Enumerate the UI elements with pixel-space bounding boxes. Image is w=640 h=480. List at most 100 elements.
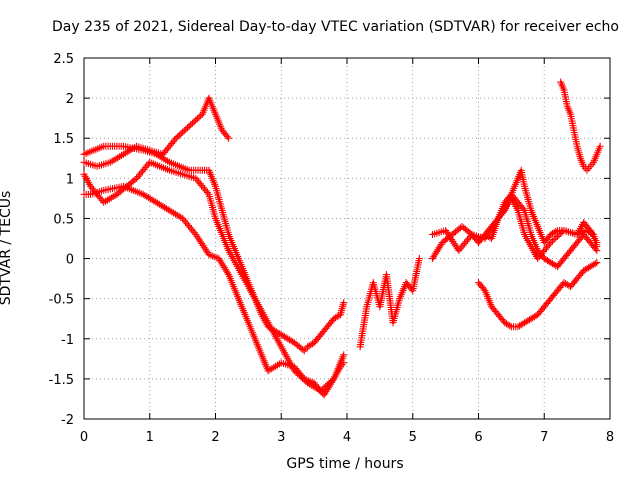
data-point: [428, 255, 436, 263]
plot-frame: [83, 57, 611, 420]
data-point: [184, 124, 192, 132]
data-point: [160, 148, 168, 156]
data-point: [203, 189, 211, 197]
y-tick-label: 0.5: [53, 212, 74, 227]
x-axis-label: GPS time / hours: [286, 456, 404, 472]
data-point: [202, 187, 210, 195]
data-point: [141, 164, 149, 172]
data-point: [431, 251, 439, 259]
data-point: [190, 229, 198, 237]
data-point: [133, 174, 141, 182]
data-point: [565, 282, 573, 290]
data-point: [201, 185, 209, 193]
data-point: [596, 142, 604, 150]
x-tick-label: 7: [540, 430, 548, 445]
data-point: [220, 263, 228, 271]
data-point: [89, 186, 97, 194]
data-point: [195, 113, 203, 121]
data-point: [430, 253, 438, 261]
data-point: [321, 389, 329, 397]
data-point: [329, 377, 337, 385]
y-tick-label: 2: [66, 92, 74, 107]
data-point: [224, 269, 232, 277]
data-point: [436, 242, 444, 250]
data-point: [593, 239, 601, 247]
data-point: [188, 119, 196, 127]
series-group: [80, 78, 604, 399]
data-point: [186, 223, 194, 231]
data-point: [216, 256, 224, 264]
data-point: [165, 143, 173, 151]
data-point: [340, 299, 348, 307]
data-point: [198, 181, 206, 189]
data-point: [415, 255, 423, 263]
ticks: 0 1 2 3 4 5 6 7 8 -2 -1.5 -1 -0.5 0 0.5 1 1.5 2 2.5: [49, 52, 615, 445]
data-point: [465, 234, 473, 242]
data-point: [327, 380, 335, 388]
data-point: [174, 133, 182, 141]
data-point: [177, 130, 185, 138]
data-point: [534, 255, 542, 263]
data-point: [215, 255, 223, 263]
series-track-e: [356, 255, 423, 351]
data-point: [179, 214, 187, 222]
data-point: [221, 265, 229, 273]
data-point: [185, 122, 193, 130]
data-point: [557, 229, 565, 237]
data-point: [328, 378, 336, 386]
data-point: [192, 174, 200, 182]
data-point: [506, 322, 514, 330]
y-tick-label: 0: [66, 253, 74, 268]
data-point: [138, 167, 146, 175]
data-point: [540, 247, 548, 255]
data-point: [193, 115, 201, 123]
data-point: [552, 234, 560, 242]
data-point: [434, 246, 442, 254]
data-point: [541, 246, 549, 254]
data-point: [140, 165, 148, 173]
data-point: [542, 244, 550, 252]
x-tick-label: 1: [146, 430, 154, 445]
data-point: [182, 218, 190, 226]
x-tick-label: 2: [211, 430, 219, 445]
data-point: [550, 236, 558, 244]
data-point: [458, 243, 466, 251]
data-point: [466, 232, 474, 240]
data-point: [175, 131, 183, 139]
data-point: [199, 183, 207, 191]
data-point: [166, 141, 174, 149]
series-track-i: [428, 194, 601, 263]
series-track-j: [557, 78, 604, 174]
data-point: [552, 262, 560, 270]
data-point: [456, 245, 464, 253]
data-point: [432, 249, 440, 257]
data-point: [544, 242, 552, 250]
y-tick-label: 1: [66, 172, 74, 187]
series-track-a: [80, 94, 233, 170]
data-point: [320, 391, 328, 399]
data-point: [464, 236, 472, 244]
data-point: [143, 162, 151, 170]
data-point: [322, 387, 330, 395]
data-point: [183, 220, 191, 228]
data-point: [545, 240, 553, 248]
data-point: [192, 116, 200, 124]
data-point: [162, 147, 170, 155]
data-point: [182, 125, 190, 133]
data-point: [480, 285, 488, 293]
data-point: [172, 134, 180, 142]
data-point: [180, 216, 188, 224]
y-tick-label: -1.5: [49, 373, 74, 388]
data-point: [461, 239, 469, 247]
data-point: [548, 237, 556, 245]
data-point: [180, 127, 188, 135]
series-track-d: [80, 182, 348, 399]
data-point: [324, 384, 332, 392]
x-tick-label: 4: [343, 430, 351, 445]
data-point: [340, 351, 348, 359]
data-point: [168, 140, 176, 148]
data-point: [435, 244, 443, 252]
data-point: [171, 136, 179, 144]
data-point: [97, 195, 105, 203]
